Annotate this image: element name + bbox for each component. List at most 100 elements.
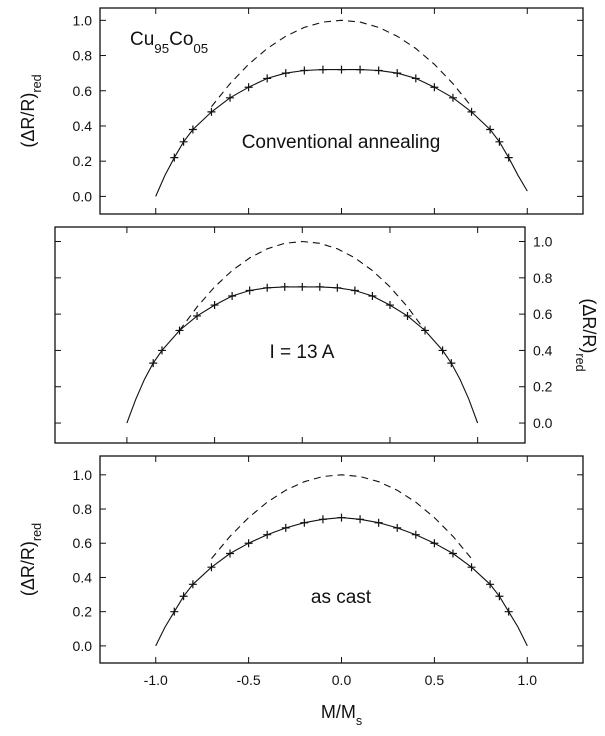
y-axis-label-part: (ΔR/R) [18, 541, 38, 596]
marker [170, 607, 179, 616]
marker [157, 346, 166, 355]
marker [263, 74, 272, 83]
x-tick-label: 1.0 [518, 672, 538, 688]
marker [188, 125, 197, 134]
marker [403, 311, 412, 320]
marker [368, 291, 377, 300]
x-tick-label: -1.0 [144, 672, 168, 688]
marker [374, 66, 383, 75]
marker [210, 301, 219, 310]
x-tick-label: 0.0 [332, 672, 352, 688]
y-axis-label-part: (ΔR/R) [579, 298, 599, 353]
y-axis-label-part: (ΔR/R) [18, 93, 38, 148]
marker [393, 523, 402, 532]
annotation-part: Conventional annealing [242, 132, 441, 153]
y-tick-label: 0.4 [73, 118, 93, 134]
x-axis-label-part: M/M [321, 702, 356, 722]
dashed-curve [211, 474, 472, 559]
marker [385, 301, 394, 310]
marker [207, 107, 216, 116]
y-tick-label: 0.6 [533, 306, 553, 322]
y-axis-label: (ΔR/R)red [18, 74, 44, 147]
marker [486, 580, 495, 589]
marker [333, 283, 342, 292]
marker [504, 607, 513, 616]
marker [188, 580, 197, 589]
marker [430, 539, 439, 548]
annotation-part: Cu [130, 29, 154, 50]
y-tick-label: 0.2 [73, 153, 93, 169]
annotation: I = 13 A [270, 342, 335, 363]
y-tick-label: 1.0 [73, 467, 93, 483]
y-tick-label: 0.4 [73, 569, 93, 585]
marker [228, 291, 237, 300]
marker [281, 523, 290, 532]
marker [280, 282, 289, 291]
marker [175, 326, 184, 335]
y-tick-label: 0.2 [73, 604, 93, 620]
marker [193, 311, 202, 320]
plot-frame [99, 455, 584, 664]
y-tick-label: 0.6 [73, 83, 93, 99]
marker [495, 137, 504, 146]
x-tick-label: 0.5 [425, 672, 445, 688]
marker [467, 107, 476, 116]
x-axis-label: M/Ms [321, 702, 362, 728]
y-tick-label: 0.8 [73, 501, 93, 517]
solid-curve [155, 517, 528, 647]
y-tick-label: 0.4 [533, 342, 553, 358]
marker [300, 518, 309, 527]
annotation-part: Co [169, 29, 193, 50]
y-tick-label: 0.0 [533, 415, 553, 431]
x-axis-label-part: s [356, 714, 362, 728]
marker [300, 66, 309, 75]
marker [179, 137, 188, 146]
marker [430, 83, 439, 92]
y-tick-label: 1.0 [533, 234, 553, 250]
y-tick-label: 0.8 [533, 270, 553, 286]
dashed-curve [211, 19, 472, 107]
marker [170, 153, 179, 162]
y-axis-label-part: red [30, 74, 44, 92]
marker [179, 592, 188, 601]
marker [467, 563, 476, 572]
marker [447, 359, 456, 368]
marker [245, 286, 254, 295]
y-tick-label: 0.6 [73, 535, 93, 551]
marker [318, 515, 327, 524]
y-axis-label: (ΔR/R)red [573, 298, 599, 371]
annotation: Cu95Co05 [130, 29, 208, 56]
marker [263, 530, 272, 539]
y-tick-label: 0.8 [73, 48, 93, 64]
marker [504, 153, 513, 162]
marker [226, 93, 235, 102]
marker [298, 282, 307, 291]
annotation: as cast [311, 587, 372, 608]
marker [438, 346, 447, 355]
marker [448, 549, 457, 558]
marker [207, 563, 216, 572]
marker [350, 286, 359, 295]
marker [244, 83, 253, 92]
y-axis-label: (ΔR/R)red [18, 523, 44, 596]
marker [226, 549, 235, 558]
marker [337, 513, 346, 522]
y-tick-label: 0.0 [73, 638, 93, 654]
marker [448, 93, 457, 102]
marker [421, 326, 430, 335]
marker [337, 65, 346, 74]
marker [356, 515, 365, 524]
marker [281, 69, 290, 78]
y-axis-label-part: red [30, 523, 44, 541]
marker [486, 125, 495, 134]
marker [356, 65, 365, 74]
y-axis-label-part: red [573, 353, 587, 371]
marker [393, 69, 402, 78]
dashed-curve [179, 240, 426, 331]
marker [315, 282, 324, 291]
marker [374, 518, 383, 527]
marker [411, 530, 420, 539]
annotation: Conventional annealing [242, 132, 441, 153]
